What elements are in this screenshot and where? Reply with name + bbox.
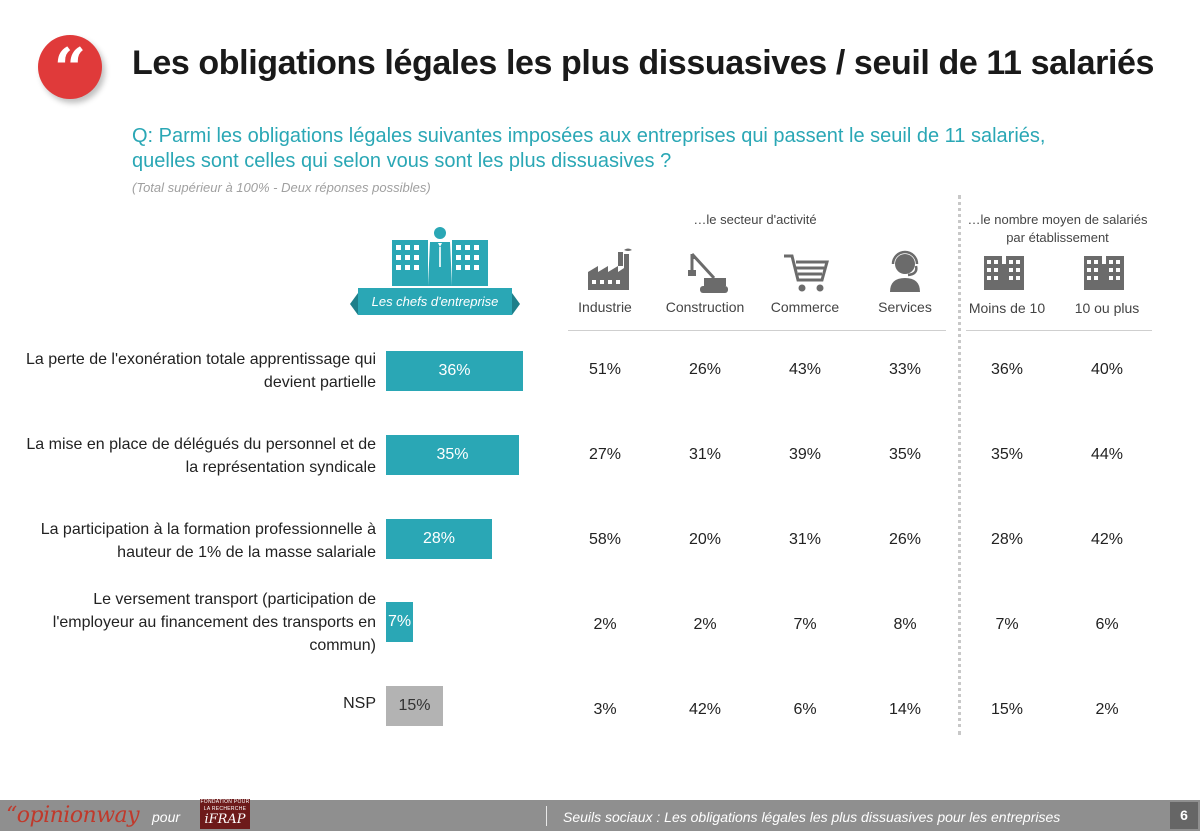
footer-separator: [546, 806, 547, 826]
bar-formation: 28%: [386, 519, 492, 559]
table-cell: 51%: [588, 361, 622, 378]
column-label-10-ou-plus: 10 ou plus: [1074, 300, 1140, 316]
business-people-icon: [392, 227, 488, 286]
table-cell: 31%: [788, 531, 822, 548]
table-cell: 2%: [593, 616, 617, 633]
support-agent-icon: [890, 250, 920, 292]
table-cell: 40%: [1090, 361, 1124, 378]
row-label-nsp: NSP: [343, 695, 376, 712]
table-cell: 35%: [888, 446, 922, 463]
table-cell: 27%: [588, 446, 622, 463]
column-separator: [958, 195, 961, 735]
column-label-commerce: Commerce: [770, 299, 840, 315]
table-cell: 43%: [788, 361, 822, 378]
row-label-transport: Le versement transport (participation de…: [52, 591, 376, 654]
column-label-industrie: Industrie: [578, 299, 632, 315]
table-cell: 3%: [593, 701, 617, 718]
footer-caption: Seuils sociaux : Les obligations légales…: [563, 809, 1061, 825]
table-cell: 35%: [990, 446, 1024, 463]
bar-transport: 7%: [386, 602, 413, 642]
opinionway-logo: “opinionway: [6, 803, 140, 828]
table-cell: 14%: [888, 701, 922, 718]
table-cell: 6%: [793, 701, 817, 718]
ifrap-logo-subtitle: FONDATION POUR LA RECHERCHE: [200, 799, 250, 812]
size-group-header: …le nombre moyen de salariés par établis…: [967, 212, 1148, 245]
table-cell: 8%: [893, 616, 917, 633]
table-cell: 7%: [793, 616, 817, 633]
ifrap-logo-text: iFRAP: [204, 812, 246, 827]
bar-apprentissage: 36%: [386, 351, 523, 391]
building-icon: [1084, 256, 1124, 290]
sector-group-header: …le secteur d'activité: [693, 212, 817, 227]
factory-icon: [588, 248, 632, 290]
table-cell: 31%: [688, 446, 722, 463]
crane-icon: [688, 252, 728, 293]
ifrap-logo: FONDATION POUR LA RECHERCHE iFRAP: [200, 799, 250, 829]
column-label-construction: Construction: [665, 299, 745, 315]
survey-question: Q: Parmi les obligations légales suivant…: [132, 125, 1046, 172]
quote-badge-icon: “: [38, 35, 102, 101]
row-label-formation: La participation à la formation professi…: [40, 521, 376, 561]
row-label-delegues: La mise en place de délégués du personne…: [26, 436, 376, 476]
answer-note: (Total supérieur à 100% - Deux réponses …: [132, 180, 431, 195]
bar-delegues: 35%: [386, 435, 519, 475]
table-cell: 15%: [990, 701, 1024, 718]
column-label-moins-de-10: Moins de 10: [968, 300, 1046, 316]
chefs-ribbon: Les chefs d'entreprise: [350, 288, 520, 315]
table-cell: 58%: [588, 531, 622, 548]
table-cell: 42%: [1090, 531, 1124, 548]
table-cell: 7%: [995, 616, 1019, 633]
table-cell: 2%: [1095, 701, 1119, 718]
column-label-services: Services: [878, 299, 932, 315]
building-icon: [984, 256, 1024, 290]
row-label-apprentissage: La perte de l'exonération totale apprent…: [26, 351, 376, 391]
shopping-cart-icon: [784, 254, 829, 292]
table-cell: 33%: [888, 361, 922, 378]
table-cell: 26%: [688, 361, 722, 378]
table-cell: 39%: [788, 446, 822, 463]
page-title: Les obligations légales les plus dissuas…: [132, 44, 1155, 82]
table-cell: 44%: [1090, 446, 1124, 463]
table-cell: 42%: [688, 701, 722, 718]
footer-pour: pour: [152, 809, 181, 825]
bar-nsp: 15%: [386, 686, 443, 726]
table-cell: 36%: [990, 361, 1024, 378]
table-cell: 20%: [688, 531, 722, 548]
table-cell: 28%: [990, 531, 1024, 548]
table-cell: 26%: [888, 531, 922, 548]
page-number: 6: [1170, 802, 1198, 829]
size-header-rule: [966, 330, 1152, 331]
sector-header-rule: [568, 330, 946, 331]
table-cell: 6%: [1095, 616, 1119, 633]
table-cell: 2%: [693, 616, 717, 633]
